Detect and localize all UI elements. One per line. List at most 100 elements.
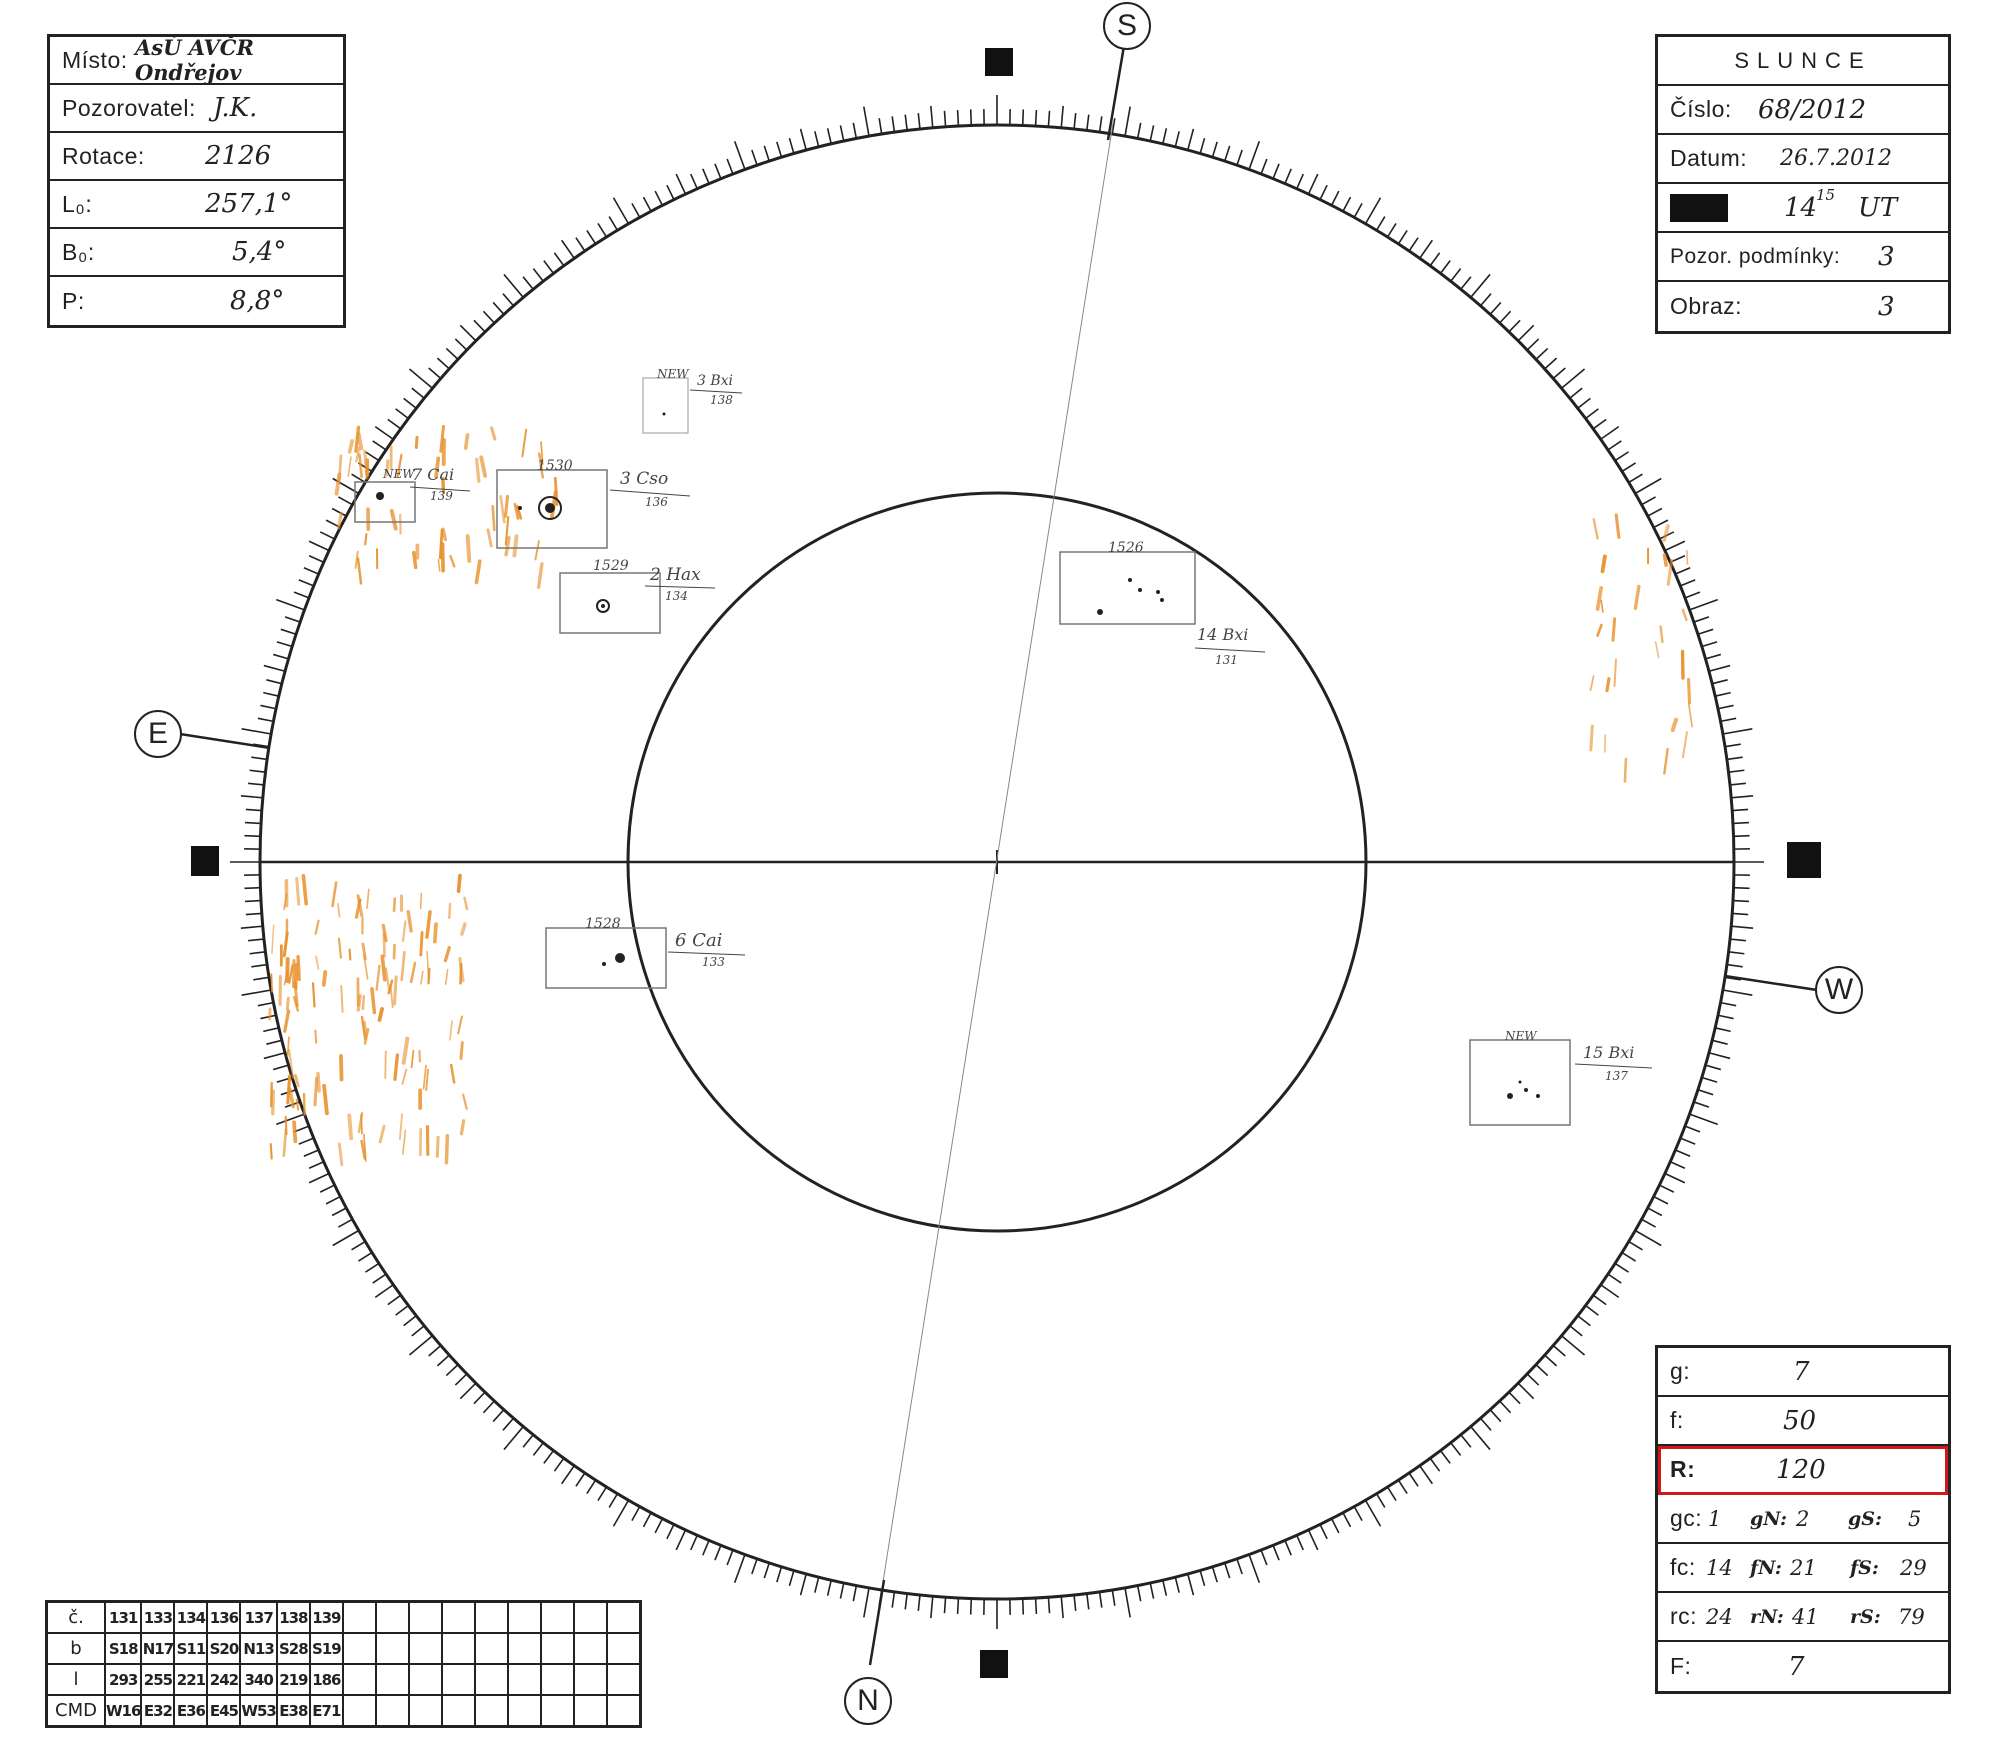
limb-tick — [675, 1529, 687, 1551]
limb-tick — [275, 1113, 305, 1126]
facula-streak — [285, 996, 290, 1012]
group-box — [642, 377, 689, 434]
limb-tick — [1236, 1558, 1243, 1575]
facula-streak — [499, 495, 506, 524]
limb-tick — [1236, 149, 1243, 166]
table-cell: E45 — [206, 1694, 242, 1728]
limb-tick — [1419, 239, 1433, 259]
limb-tick — [1653, 1195, 1669, 1205]
limb-tick — [436, 1354, 450, 1367]
east-pointer — [179, 732, 271, 750]
limb-tick — [612, 197, 630, 225]
facula-streak — [1663, 747, 1669, 775]
limb-tick — [1073, 1594, 1077, 1611]
facula-streak — [459, 1041, 464, 1061]
limb-tick — [473, 319, 486, 333]
facula-streak — [316, 1071, 321, 1093]
sunspot — [602, 962, 606, 966]
fc-value: 14 — [1706, 1555, 1733, 1580]
limb-tick — [597, 222, 608, 238]
limb-tick — [1319, 184, 1328, 200]
group-class: 6 Cai — [675, 930, 722, 951]
facula-streak — [288, 964, 294, 984]
facula-streak — [348, 948, 352, 961]
facula-streak — [460, 922, 467, 936]
sunspot-group-1529: 1529 2 Hax 134 — [559, 558, 716, 634]
limb-tick — [1592, 418, 1607, 430]
empty-cell — [473, 1663, 509, 1696]
limb-tick — [1731, 795, 1754, 799]
table-cell: S19 — [308, 1632, 344, 1665]
facula-streak — [513, 502, 520, 520]
facula-streak — [282, 1128, 288, 1157]
sunspot — [1097, 609, 1103, 615]
facula-streak — [311, 982, 316, 1008]
limb-tick — [357, 1251, 373, 1262]
g-row: g: 7 — [1658, 1348, 1948, 1397]
facula-streak — [1633, 584, 1641, 611]
table-cell: 138 — [275, 1600, 311, 1634]
group-class: 2 Hax — [649, 565, 701, 585]
sunspot — [518, 506, 522, 510]
facula-streak — [358, 453, 363, 479]
limb-tick — [1248, 1554, 1261, 1584]
group-class: 15 Bxi — [1583, 1043, 1634, 1062]
limb-tick — [244, 899, 262, 903]
limb-tick — [308, 554, 325, 563]
facula-streak — [1666, 558, 1674, 586]
limb-tick — [1364, 197, 1382, 225]
time-unit: UT — [1858, 192, 1898, 223]
group-number: NEW — [1504, 1029, 1538, 1043]
empty-cell — [539, 1663, 575, 1696]
limb-tick — [1732, 912, 1749, 916]
group-underline — [409, 486, 471, 492]
limb-tick — [751, 149, 758, 166]
limb-tick — [331, 1207, 347, 1217]
facula-streak — [313, 1076, 319, 1107]
facula-streak — [1686, 549, 1689, 565]
group-number: 1528 — [585, 916, 621, 932]
facula-streak — [443, 946, 451, 963]
facula-streak — [441, 527, 448, 542]
faculae-regions — [268, 424, 1693, 1167]
limb-tick — [1086, 114, 1090, 131]
limb-tick — [608, 1493, 619, 1508]
facula-streak — [378, 1124, 386, 1144]
limb-tick — [1701, 1076, 1718, 1083]
limb-tick — [612, 1499, 630, 1527]
F-value: 7 — [1788, 1651, 1805, 1682]
limb-tick — [852, 1585, 858, 1602]
limb-tick — [608, 216, 619, 231]
limb-tick — [561, 239, 575, 259]
facula-streak — [355, 446, 361, 463]
limb-tick — [1060, 1596, 1064, 1619]
facula-streak — [444, 968, 449, 985]
table-cell: S28 — [275, 1632, 311, 1665]
limb-tick — [303, 1149, 319, 1157]
limb-tick — [666, 1524, 675, 1540]
limb-tick — [502, 1417, 515, 1431]
facula-streak — [375, 964, 381, 991]
gn-value: 2 — [1796, 1506, 1810, 1531]
limb-tick — [1517, 1382, 1535, 1400]
empty-cell — [407, 1632, 443, 1665]
group-number: 1530 — [537, 458, 573, 474]
limb-tick — [1711, 679, 1728, 685]
gs-label: gS: — [1848, 1507, 1883, 1530]
empty-cell — [506, 1600, 542, 1634]
table-cell: W16 — [103, 1694, 143, 1728]
conditions-row: Pozor. podmínky: 3 — [1658, 233, 1948, 282]
limb-tick — [1307, 173, 1319, 195]
limb-tick — [1223, 1562, 1231, 1579]
facula-streak — [1595, 586, 1603, 611]
limb-tick — [1174, 1576, 1180, 1593]
empty-cell — [572, 1600, 608, 1634]
facula-streak — [406, 909, 413, 933]
limb-tick — [1669, 1161, 1686, 1170]
table-cell: 131 — [103, 1600, 143, 1634]
group-box — [1059, 551, 1196, 625]
facula-streak — [457, 1015, 463, 1035]
sunspot — [1507, 1093, 1513, 1099]
limb-tick — [878, 118, 883, 135]
facula-streak — [401, 1068, 408, 1085]
